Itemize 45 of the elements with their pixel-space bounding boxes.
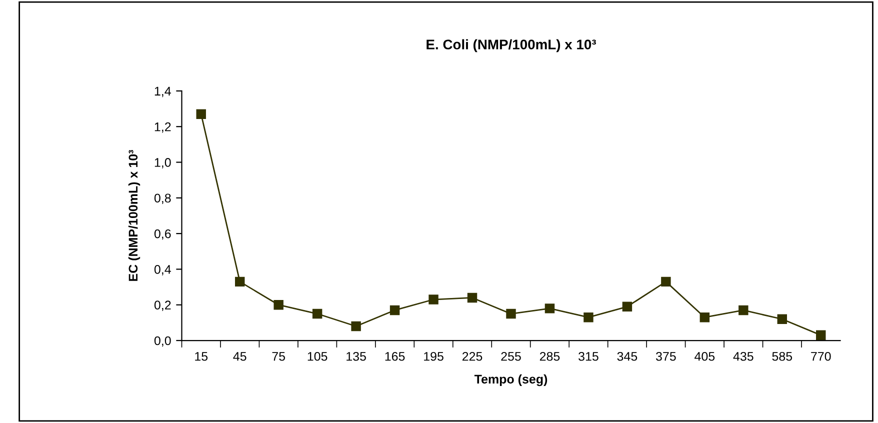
point xyxy=(584,312,594,322)
x-tick-label: 165 xyxy=(385,352,405,361)
x-tick-label: 405 xyxy=(694,352,715,361)
y-axis-title: EC (NMP/100mL) x 10³ xyxy=(128,150,140,281)
point xyxy=(274,300,284,310)
y-tick-label: 0,0 xyxy=(154,336,171,347)
x-tick-label: 770 xyxy=(811,352,831,361)
y-tick-label: 0,2 xyxy=(154,300,171,311)
point xyxy=(816,330,826,340)
point xyxy=(738,305,748,316)
point xyxy=(506,308,516,319)
y-tick-label: 0,8 xyxy=(154,194,171,204)
point xyxy=(351,321,361,332)
point xyxy=(700,312,710,322)
point xyxy=(428,294,438,304)
x-tick-label: 315 xyxy=(578,352,598,361)
point xyxy=(777,314,788,324)
x-tick-label: 15 xyxy=(195,352,208,361)
y-tick-label: 0,4 xyxy=(154,265,171,276)
point xyxy=(312,308,322,319)
x-tick-label: 105 xyxy=(308,352,328,361)
x-tick-label: 285 xyxy=(540,352,560,361)
x-tick-label: 75 xyxy=(272,352,286,361)
x-tick-label: 345 xyxy=(617,352,638,361)
x-tick-label: 435 xyxy=(733,352,754,361)
x-tick-label: 45 xyxy=(233,352,246,361)
point xyxy=(467,292,478,303)
point xyxy=(661,276,671,287)
x-tick-label: 195 xyxy=(424,352,444,361)
x-tick-label: 255 xyxy=(501,352,521,361)
x-tick-label: 225 xyxy=(462,352,482,361)
point xyxy=(196,109,206,119)
y-tick-label: 1,4 xyxy=(154,86,171,98)
x-tick-label: 135 xyxy=(346,352,366,361)
point xyxy=(622,302,632,312)
y-tick-label: 0,6 xyxy=(154,229,171,240)
y-tick-label: 1,0 xyxy=(154,158,171,168)
chart-title: E. Coli (NMP/100mL) x 10³ xyxy=(426,39,596,52)
x-axis-title: Tempo (seg) xyxy=(474,374,548,386)
y-tick-label: 1,2 xyxy=(154,122,171,133)
point xyxy=(390,305,400,316)
x-tick-label: 375 xyxy=(656,352,676,361)
point xyxy=(234,276,245,287)
x-tick-label: 585 xyxy=(772,352,792,361)
point xyxy=(544,304,555,314)
